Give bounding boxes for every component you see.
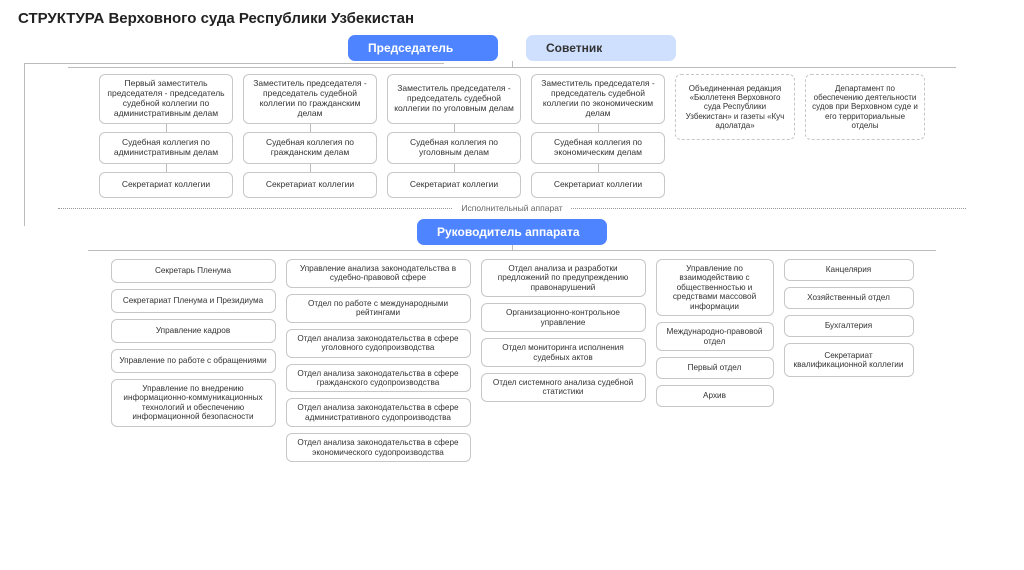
- deputy-sec: Секретариат коллегии: [99, 172, 233, 198]
- lower-col-4: Управление по взаимодействию с обществен…: [656, 259, 774, 462]
- side-col-0: Объединенная редакция «Бюллетеня Верховн…: [675, 74, 795, 198]
- app-head-row: Руководитель аппарата: [18, 219, 1006, 245]
- header-row: Председатель Советник: [18, 35, 1006, 61]
- advisor-node: Советник: [526, 35, 676, 61]
- unit: Отдел анализа законодательства в сфере г…: [286, 364, 471, 393]
- deputy-sec: Секретариат коллегии: [243, 172, 377, 198]
- page-title: СТРУКТУРА Верховного суда Республики Узб…: [18, 10, 1006, 27]
- side-col-1: Департамент по обеспечению деятельности …: [805, 74, 925, 198]
- unit: Отдел анализа и разработки предложений п…: [481, 259, 646, 297]
- unit: Управление по взаимодействию с обществен…: [656, 259, 774, 316]
- unit: Бухгалтерия: [784, 315, 914, 337]
- unit: Отдел анализа законодательства в сфере а…: [286, 398, 471, 427]
- unit: Отдел по работе с международными рейтинг…: [286, 294, 471, 323]
- deputy-sec: Секретариат коллегии: [387, 172, 521, 198]
- connector-v: [512, 61, 513, 67]
- connector-top-h: [24, 63, 444, 64]
- lower-col-3: Отдел анализа и разработки предложений п…: [481, 259, 646, 462]
- connector-v2: [512, 245, 513, 250]
- unit: Архив: [656, 385, 774, 407]
- unit: Организационно-контрольное управление: [481, 303, 646, 332]
- lower-grid: Секретарь Пленума Секретариат Пленума и …: [18, 259, 1006, 462]
- unit: Первый отдел: [656, 357, 774, 379]
- deputy-col-1: Заместитель председателя - председатель …: [243, 74, 377, 198]
- unit: Управление по внедрению информационно-ко…: [111, 379, 276, 427]
- unit: Управление кадров: [111, 319, 276, 343]
- unit: Канцелярия: [784, 259, 914, 281]
- deputy-col-3: Заместитель председателя - председатель …: [531, 74, 665, 198]
- side-node: Департамент по обеспечению деятельности …: [805, 74, 925, 140]
- unit: Отдел мониторинга исполнения судебных ак…: [481, 338, 646, 367]
- deputy-col-0: Первый заместитель председателя - предсе…: [99, 74, 233, 198]
- chairman-node: Председатель: [348, 35, 498, 61]
- unit: Хозяйственный отдел: [784, 287, 914, 309]
- unit: Отдел системного анализа судебной статис…: [481, 373, 646, 402]
- deputy-coll: Судебная коллегия по гражданским делам: [243, 132, 377, 164]
- unit: Секретариат квалификационной коллегии: [784, 343, 914, 377]
- deputy-head: Первый заместитель председателя - предсе…: [99, 74, 233, 124]
- connector-h-deputies: [68, 67, 956, 68]
- unit: Управление по работе с обращениями: [111, 349, 276, 373]
- lower-col-1: Секретарь Пленума Секретариат Пленума и …: [111, 259, 276, 462]
- unit: Секретариат Пленума и Президиума: [111, 289, 276, 313]
- deputy-coll: Судебная коллегия по уголовным делам: [387, 132, 521, 164]
- deputy-head: Заместитель председателя - председатель …: [531, 74, 665, 124]
- exec-divider: Исполнительный аппарат: [58, 208, 966, 219]
- deputy-head: Заместитель председателя - председатель …: [387, 74, 521, 124]
- side-node: Объединенная редакция «Бюллетеня Верховн…: [675, 74, 795, 140]
- unit: Отдел анализа законодательства в сфере у…: [286, 329, 471, 358]
- lower-col-2: Управление анализа законодательства в су…: [286, 259, 471, 462]
- chart-root: Председатель Советник Первый заместитель…: [18, 35, 1006, 462]
- connector-h-lower: [88, 250, 936, 251]
- unit: Секретарь Пленума: [111, 259, 276, 283]
- deputy-col-2: Заместитель председателя - председатель …: [387, 74, 521, 198]
- unit: Международно-правовой отдел: [656, 322, 774, 351]
- unit: Управление анализа законодательства в су…: [286, 259, 471, 288]
- deputy-coll: Судебная коллегия по административным де…: [99, 132, 233, 164]
- unit: Отдел анализа законодательства в сфере э…: [286, 433, 471, 462]
- lower-col-5: Канцелярия Хозяйственный отдел Бухгалтер…: [784, 259, 914, 462]
- exec-label: Исполнительный аппарат: [453, 203, 570, 213]
- connector-left-rail: [24, 63, 25, 226]
- deputies-row: Первый заместитель председателя - предсе…: [18, 74, 1006, 198]
- deputy-sec: Секретариат коллегии: [531, 172, 665, 198]
- deputy-coll: Судебная коллегия по экономическим делам: [531, 132, 665, 164]
- deputy-head: Заместитель председателя - председатель …: [243, 74, 377, 124]
- app-head-node: Руководитель аппарата: [417, 219, 607, 245]
